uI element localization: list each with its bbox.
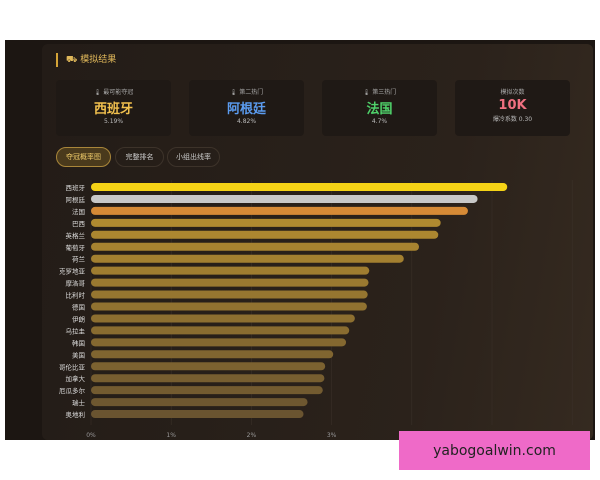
y-category-label: 法国	[72, 207, 85, 216]
x-tick-label: 0%	[86, 432, 96, 439]
stat-card-simulations: 模拟次数 10K 爆冷系数 0.30	[455, 80, 570, 136]
y-category-label: 德国	[72, 303, 85, 312]
y-category-label: 奥地利	[66, 410, 86, 419]
y-category-label: 葡萄牙	[66, 243, 86, 252]
stat-value: 西班牙	[93, 102, 133, 117]
bar[interactable]	[91, 254, 404, 263]
bar[interactable]	[91, 374, 325, 383]
bar[interactable]	[91, 410, 304, 419]
bar[interactable]	[91, 350, 334, 359]
stat-sub: 4.7%	[371, 118, 388, 125]
tab-group-advance[interactable]: 小组出线率	[167, 147, 220, 167]
bar[interactable]	[91, 362, 326, 371]
medal-icon: 🌡	[362, 89, 371, 96]
section-title-text: 模拟结果	[80, 55, 117, 65]
y-category-label: 瑞士	[72, 398, 86, 407]
y-category-label: 哥伦比亚	[59, 362, 86, 371]
x-tick-label: 3%	[327, 432, 337, 439]
bar[interactable]	[91, 338, 347, 347]
stat-label: 最可能夺冠	[103, 89, 134, 96]
x-tick-label: 2%	[247, 432, 257, 439]
bar[interactable]	[91, 183, 508, 191]
tab-full-ranking[interactable]: 完整排名	[115, 147, 164, 167]
y-category-label: 西班牙	[66, 183, 86, 192]
stat-value: 阿根廷	[226, 102, 266, 117]
medal-icon: 🌡	[93, 89, 102, 96]
stat-card-third: 🌡 第三热门法国 4.7%	[322, 80, 437, 136]
stat-label: 第三热门	[372, 89, 397, 96]
stat-value: 10K	[498, 98, 527, 113]
bar[interactable]	[91, 386, 323, 395]
stat-label: 第二热门	[239, 89, 264, 96]
bar[interactable]	[91, 230, 439, 239]
tab-champion-probability[interactable]: 夺冠概率图	[56, 147, 111, 167]
y-category-label: 乌拉圭	[66, 326, 86, 335]
y-category-label: 摩洛哥	[66, 279, 86, 288]
y-category-label: 荷兰	[72, 255, 86, 264]
bar[interactable]	[91, 278, 369, 287]
bar[interactable]	[91, 218, 441, 227]
watermark: yabogoalwin.com	[399, 431, 590, 470]
stat-sub: 4.82%	[236, 118, 257, 125]
bar[interactable]	[91, 290, 368, 299]
stat-sub: 5.19%	[103, 118, 124, 125]
bar[interactable]	[91, 206, 468, 215]
bar[interactable]	[91, 314, 355, 323]
medal-icon: 🌡	[229, 89, 238, 96]
bar[interactable]	[91, 194, 478, 203]
trophy-icon: ⛟	[66, 55, 81, 65]
bar[interactable]	[91, 326, 350, 335]
y-category-label: 比利时	[66, 291, 86, 300]
stat-card-second: 🌡 第二热门阿根廷 4.82%	[189, 80, 304, 136]
stat-card-champion: 🌡 最可能夺冠西班牙 5.19%	[56, 80, 171, 136]
y-category-label: 伊朗	[72, 314, 85, 323]
stat-sub: 爆冷系数 0.30	[492, 116, 533, 123]
section-title: ⛟ 模拟结果	[56, 53, 116, 67]
bar[interactable]	[91, 266, 370, 275]
bar[interactable]	[91, 242, 420, 251]
stat-label: 模拟次数	[500, 89, 525, 96]
x-tick-label: 1%	[166, 432, 176, 439]
y-category-label: 加拿大	[66, 374, 86, 383]
y-category-label: 厄瓜多尔	[59, 386, 86, 395]
y-category-label: 英格兰	[66, 231, 86, 240]
y-category-label: 巴西	[72, 220, 86, 228]
bar[interactable]	[91, 398, 308, 407]
y-category-label: 美国	[72, 350, 85, 359]
y-category-label: 克罗地亚	[59, 267, 86, 276]
y-category-label: 韩国	[72, 338, 85, 347]
bar[interactable]	[91, 302, 367, 311]
stat-value: 法国	[366, 102, 393, 117]
y-category-label: 阿根廷	[66, 195, 86, 204]
